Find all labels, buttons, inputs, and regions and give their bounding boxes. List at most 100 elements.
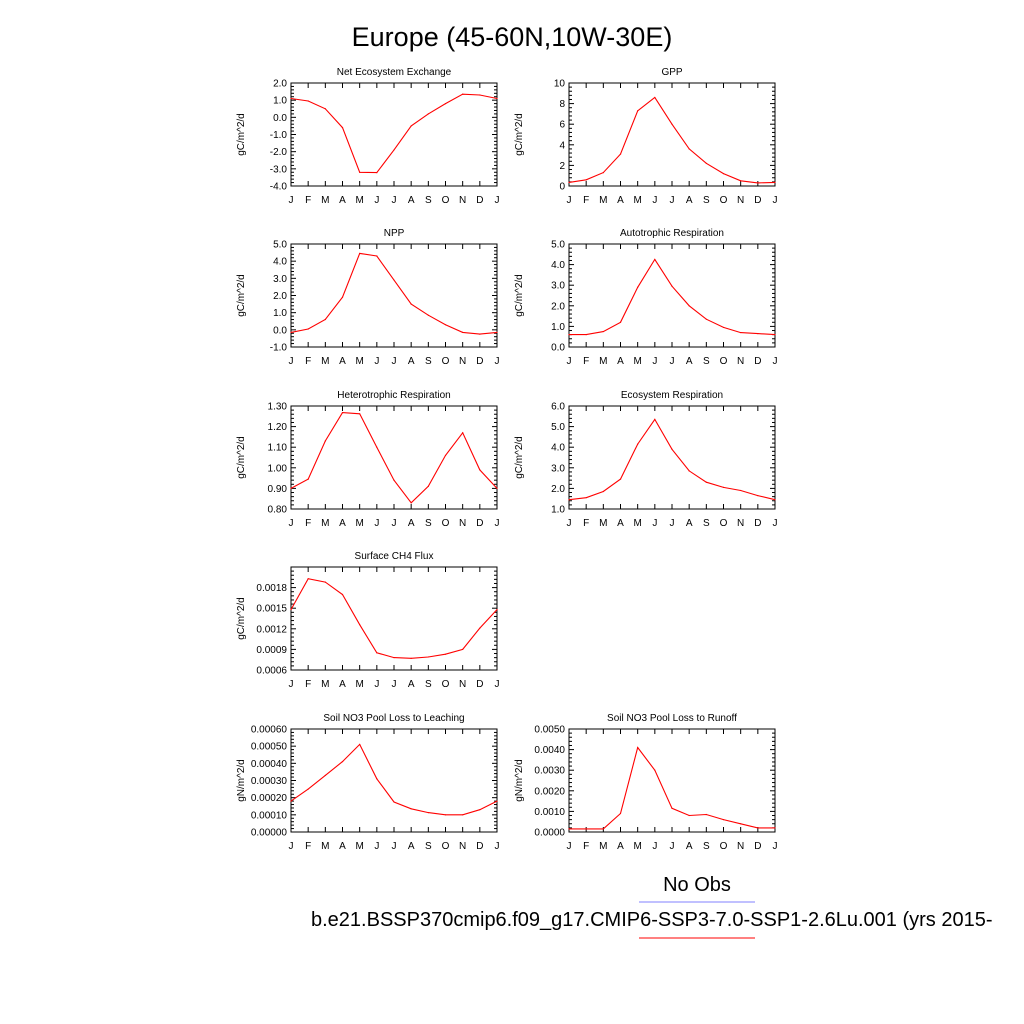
data-point <box>496 331 498 334</box>
data-point <box>585 334 587 336</box>
data-point <box>757 495 759 497</box>
x-tick-label: J <box>495 679 500 690</box>
x-tick-label: A <box>686 356 693 367</box>
x-tick-label: J <box>289 841 294 852</box>
x-tick-label: S <box>703 518 710 529</box>
plot-frame <box>290 728 498 833</box>
plot-frame <box>290 243 498 348</box>
x-tick-label: N <box>737 841 744 852</box>
panel-title: NPP <box>384 228 405 239</box>
data-point <box>568 334 570 336</box>
data-point <box>705 813 707 816</box>
x-tick-label: S <box>703 356 710 367</box>
x-tick-label: M <box>599 195 607 206</box>
y-tick-label: 3.0 <box>551 281 565 292</box>
x-tick-label: A <box>617 841 624 852</box>
data-point <box>671 285 673 287</box>
x-tick-label: D <box>476 356 483 367</box>
panel-title: Net Ecosystem Exchange <box>337 67 452 78</box>
y-axis-label: gC/m^2/d <box>514 113 525 156</box>
data-point <box>307 100 309 102</box>
data-point <box>376 652 378 654</box>
x-tick-label: J <box>374 518 379 529</box>
data-point <box>427 812 429 814</box>
x-tick-label: M <box>599 841 607 852</box>
panel-title: Ecosystem Respiration <box>621 390 723 401</box>
series-line <box>569 746 775 830</box>
x-tick-label: J <box>773 356 778 367</box>
panel-5: Heterotrophic Respiration gC/m^2/d 1.30 1.2… <box>236 390 500 529</box>
data-point <box>671 123 673 125</box>
series-line <box>569 258 776 336</box>
data-point <box>307 578 309 580</box>
data-point <box>671 448 673 450</box>
y-tick-label: -1.0 <box>270 130 288 141</box>
x-tick-label: F <box>583 195 589 206</box>
data-point <box>637 286 639 288</box>
y-tick-label: 0.00000 <box>251 828 288 839</box>
data-point <box>290 487 292 489</box>
x-tick-label: J <box>289 356 294 367</box>
x-tick-label: A <box>339 679 346 690</box>
x-tick-label: J <box>652 518 657 529</box>
data-point <box>444 653 447 655</box>
data-point <box>393 149 395 151</box>
y-tick-label: 2.0 <box>551 484 565 495</box>
x-tick-label: A <box>339 356 346 367</box>
data-point <box>722 819 725 821</box>
series-line <box>568 96 776 184</box>
data-point <box>740 180 742 182</box>
x-tick-label: N <box>459 518 466 529</box>
series-line <box>290 743 498 816</box>
data-point <box>722 486 725 488</box>
y-axis-label: gN/m^2/d <box>514 759 525 802</box>
x-tick-label: S <box>425 356 432 367</box>
data-point <box>462 331 464 334</box>
data-point <box>444 454 447 457</box>
x-tick-label: N <box>737 195 744 206</box>
series-line <box>568 418 776 501</box>
x-tick-label: M <box>321 841 329 852</box>
data-point <box>393 279 395 281</box>
y-tick-label: 3.0 <box>551 463 565 474</box>
data-point <box>410 125 412 127</box>
data-point <box>619 153 622 155</box>
data-point <box>341 411 344 414</box>
data-point <box>290 331 292 334</box>
y-tick-label: 1.00 <box>268 463 288 474</box>
x-tick-label: D <box>476 518 483 529</box>
x-tick-label: F <box>583 841 589 852</box>
panel-title: Soil NO3 Pool Loss to Leaching <box>323 713 464 724</box>
x-tick-label: A <box>339 518 346 529</box>
x-tick-label: F <box>305 356 311 367</box>
y-tick-label: 0.00030 <box>251 776 288 787</box>
x-tick-label: A <box>686 841 693 852</box>
data-point <box>757 182 759 184</box>
x-tick-label: A <box>408 679 415 690</box>
data-point <box>602 828 604 830</box>
x-tick-label: O <box>720 518 728 529</box>
x-tick-label: A <box>617 518 624 529</box>
x-tick-label: O <box>442 195 450 206</box>
y-tick-label: 0.0050 <box>534 725 565 736</box>
series-line <box>290 93 498 174</box>
x-tick-label: N <box>459 195 466 206</box>
x-tick-label: J <box>495 356 500 367</box>
x-tick-label: M <box>355 195 363 206</box>
x-tick-label: F <box>305 195 311 206</box>
data-point <box>740 489 742 492</box>
data-point <box>654 96 656 99</box>
x-tick-label: M <box>321 679 329 690</box>
x-tick-label: J <box>374 679 379 690</box>
data-point <box>496 800 498 802</box>
data-point <box>444 324 447 326</box>
data-point <box>688 148 690 150</box>
data-point <box>637 110 639 112</box>
x-tick-label: F <box>305 679 311 690</box>
data-point <box>324 581 326 583</box>
y-tick-label: -2.0 <box>270 147 288 158</box>
x-tick-label: J <box>289 679 294 690</box>
y-tick-label: 0.0006 <box>256 666 287 677</box>
data-point <box>568 828 570 830</box>
